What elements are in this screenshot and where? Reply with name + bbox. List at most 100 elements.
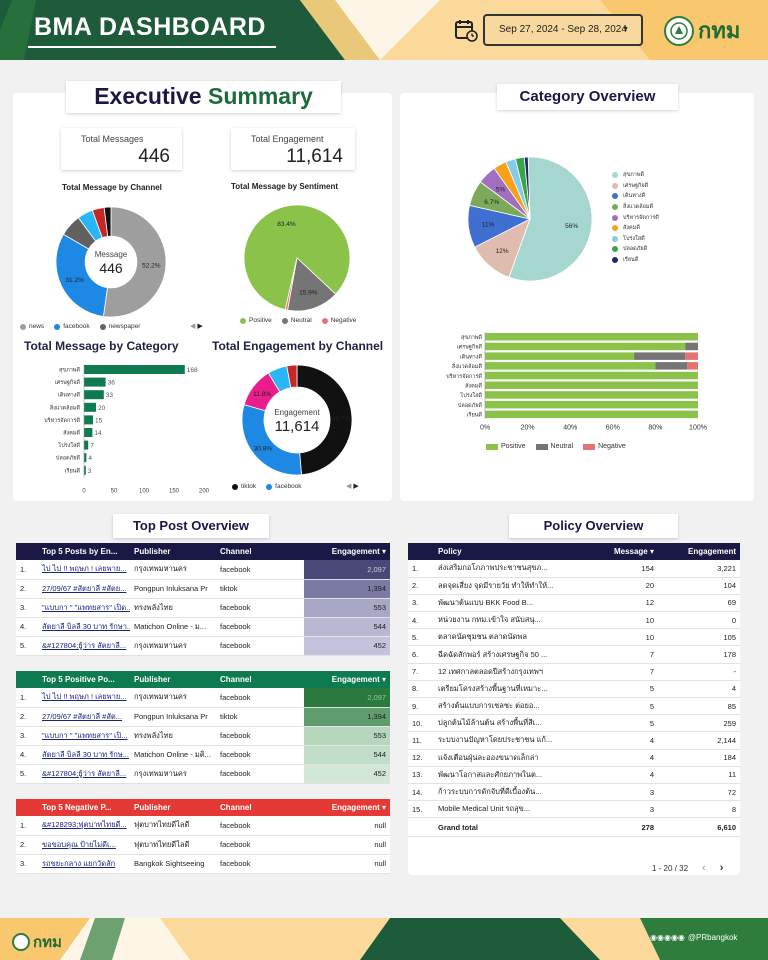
legend-item: Neutral bbox=[281, 317, 312, 324]
policy-name: พัฒนาต้นแบบ BKK Food B... bbox=[434, 594, 584, 613]
row-index: 8. bbox=[408, 680, 434, 699]
table-row[interactable]: 1. ไป ไป !! พฤษภ ! เลยพาย... กรุงเทพมหานคร… bbox=[16, 560, 390, 580]
table-top-posts: Top 5 Posts by En... Publisher Channel E… bbox=[16, 543, 390, 656]
header-publisher[interactable]: Publisher bbox=[134, 675, 171, 684]
header-engagement[interactable]: Engagement ▾ bbox=[331, 803, 386, 812]
table-row[interactable]: 3. รถขยะกลาง แยกวัดลัก Bangkok Sightseeing… bbox=[16, 854, 390, 874]
center-label: Message bbox=[95, 250, 128, 259]
legend-item: Neutral bbox=[535, 443, 573, 450]
header-engagement[interactable]: Engagement bbox=[687, 547, 736, 556]
stacked-segment-Positive bbox=[485, 400, 698, 409]
calendar-icon[interactable] bbox=[454, 18, 478, 42]
header-post[interactable]: Top 5 Positive Po... bbox=[42, 675, 115, 684]
social-icons[interactable]: ◉◉◉◉◉ bbox=[650, 933, 685, 942]
engagement-cell: 2,097 bbox=[304, 560, 390, 580]
header-post[interactable]: Top 5 Negative P... bbox=[42, 803, 112, 812]
header-engagement[interactable]: Engagement ▾ bbox=[331, 675, 386, 684]
post-link[interactable]: &#127804;ยู้ว่าร สัตยาลี... bbox=[38, 636, 130, 656]
header-publisher[interactable]: Publisher bbox=[134, 803, 171, 812]
post-link[interactable]: รถขยะกลาง แยกวัดลัก bbox=[38, 854, 130, 874]
table-row[interactable]: 5. ตลาดนัดชุมชน ตลาดนัดพล 10 105 bbox=[408, 628, 740, 647]
post-link[interactable]: 27/09/67 #สัตยาลี #สัต... bbox=[38, 707, 130, 727]
engagement-cell: 452 bbox=[304, 636, 390, 656]
header-index bbox=[16, 671, 38, 688]
table-row[interactable]: 15. Mobile Medical Unit รถสุข... 3 8 bbox=[408, 800, 740, 819]
policy-name: ตลาดนัดชุมชน ตลาดนัดพล bbox=[434, 628, 584, 647]
post-link[interactable]: สัตยาลี บิลลี 30 บาท รักษ... bbox=[38, 745, 130, 765]
x-tick-label: 200 bbox=[199, 488, 210, 494]
post-link[interactable]: "แบบกา " "แพทยสาร" เปิ... bbox=[38, 726, 130, 746]
legend-pager-icon[interactable]: ◀ ▶ bbox=[346, 483, 359, 490]
post-link[interactable]: สัตยาลี บิลลี 30 บาท รักษา... bbox=[38, 617, 130, 637]
table-row[interactable]: 2. 27/09/67 #สัตยาลี #สัต... Pongpun Inluk… bbox=[16, 707, 390, 727]
table-row[interactable]: 1. ไป ไป !! พฤษภ ! เลยพาย... กรุงเทพมหานคร… bbox=[16, 688, 390, 708]
table-row[interactable]: 2. 27/09/67 #สัตยาลี #สัตย... Pongpun Inlu… bbox=[16, 579, 390, 599]
header-channel[interactable]: Channel bbox=[220, 547, 252, 556]
table-row[interactable]: 6. ฉีดฉัดสักพอร์ สร้างเศรษฐกิจ 50 ... 7 178 bbox=[408, 645, 740, 664]
table-row[interactable]: 4. สัตยาลี บิลลี 30 บาท รักษา... Matichon … bbox=[16, 617, 390, 637]
table-row[interactable]: 5. &#127804;ยู้ว่าร สัตยาลี... กรุงเทพมหาน… bbox=[16, 636, 390, 656]
title-underline bbox=[28, 46, 276, 48]
legend-item: สิ่งแวดล้อมดี bbox=[612, 202, 659, 213]
header-post[interactable]: Top 5 Posts by En... bbox=[42, 547, 118, 556]
policy-name: แจ้งเตือนฝุ่นละอองขนาดเล็กล่า bbox=[434, 749, 584, 767]
row-index: 4. bbox=[16, 745, 38, 765]
post-link[interactable]: ไป ไป !! พฤษภ ! เลยพาย... bbox=[38, 560, 130, 580]
header-channel[interactable]: Channel bbox=[220, 803, 252, 812]
x-tick-label: 100 bbox=[139, 488, 150, 494]
table-row[interactable]: 5. &#127804;ยู้ว่าร สัตยาลี... กรุงเทพมหาน… bbox=[16, 764, 390, 784]
category-label: เรียนดี bbox=[65, 467, 81, 474]
legend-label: news bbox=[29, 323, 45, 330]
row-index: 1. bbox=[16, 688, 38, 708]
table-row[interactable]: 14. ก้าวระบบการดักจับที่ดีเบื้องต้น... 3 72 bbox=[408, 783, 740, 802]
table-row[interactable]: 10. ปลูกต้นไม้ล้านต้น สร้างพื้นที่สีเ... 5… bbox=[408, 714, 740, 733]
table-row[interactable]: 1. ส่งเสริมกอโภภาพประชาชนสุขภ... 154 3,221 bbox=[408, 560, 740, 578]
policy-name: ส่งเสริมกอโภภาพประชาชนสุขภ... bbox=[434, 560, 584, 578]
stacked-segment-Neutral bbox=[634, 352, 686, 360]
chevron-left-icon[interactable]: ‹ bbox=[702, 862, 706, 874]
post-link[interactable]: &#127804;ยู้ว่าร สัตยาลี... bbox=[38, 764, 130, 784]
row-index: 3. bbox=[16, 726, 38, 746]
engagement-cell: null bbox=[304, 835, 390, 855]
header-publisher[interactable]: Publisher bbox=[134, 547, 171, 556]
header-policy[interactable]: Policy bbox=[438, 547, 462, 556]
grand-total-engagement: 6,610 bbox=[658, 817, 740, 838]
stacked-segment-Negative bbox=[685, 352, 698, 360]
table-row[interactable]: 4. สัตยาลี บิลลี 30 บาท รักษ... Matichon O… bbox=[16, 745, 390, 765]
legend-swatch bbox=[281, 317, 288, 324]
header-engagement[interactable]: Engagement ▾ bbox=[331, 547, 386, 556]
table-row[interactable]: 1. &#128293;ฟุตบาทไทยดี... ฟุตบาทไทยดีไลดี… bbox=[16, 816, 390, 836]
post-link[interactable]: &#128293;ฟุตบาทไทยดี... bbox=[38, 816, 130, 836]
header-message[interactable]: Message ▾ bbox=[613, 547, 654, 556]
table-row[interactable]: 11. ระบบงานปัญหาโดยประชาชน แก้... 4 2,144 bbox=[408, 731, 740, 750]
legend-pager-icon[interactable]: ◀ ▶ bbox=[190, 323, 203, 330]
date-range-picker[interactable]: Sep 27, 2024 - Sep 28, 2024 ▼ bbox=[483, 14, 643, 46]
table-row[interactable]: 3. "แบบกา " "แพทยสาร" เปิ... ทรงพลังไทย fac… bbox=[16, 726, 390, 746]
bar-message-by-category: สุขภาพดี 168 เศรษฐกิจดี 36 เดินทางดี 33 สิ่งแว… bbox=[44, 364, 210, 494]
table-row[interactable]: 8. เตรียมโครงสร้างพื้นฐานที่เหมาะ... 5 4 bbox=[408, 680, 740, 699]
post-link[interactable]: 27/09/67 #สัตยาลี #สัตย... bbox=[38, 579, 130, 599]
post-link[interactable]: ขอขอบคุณ ป้ายไม่ดีเ... bbox=[38, 835, 130, 855]
table-row[interactable]: 7. 12 เทศกาลตลอดปีสร้างกรุงเทพฯ 7- bbox=[408, 663, 740, 681]
channel-cell: facebook bbox=[216, 726, 304, 746]
post-link[interactable]: "แบบกา " "แพทยสาร" เปิด... bbox=[38, 598, 130, 618]
table-row[interactable]: 3. พัฒนาต้นแบบ BKK Food B... 12 69 bbox=[408, 594, 740, 613]
table-row[interactable]: 4. หน่วยงาน กทม.เข้าใจ สนับสนุ... 10 0 bbox=[408, 611, 740, 630]
table-row[interactable]: 12. แจ้งเตือนฝุ่นละอองขนาดเล็กล่า 4 184 bbox=[408, 749, 740, 767]
table-row[interactable]: 2. ลดจุดเสี่ยง จุดมีรายวัย ทำให้ทำให้... 2… bbox=[408, 577, 740, 595]
chevron-right-icon[interactable]: › bbox=[719, 862, 724, 874]
publisher-cell: ทรงพลังไทย bbox=[130, 598, 216, 618]
table-row[interactable]: 13. พัฒนาโอกาสและศักยภาพในต... 4 11 bbox=[408, 766, 740, 784]
table-row[interactable]: 2. ขอขอบคุณ ป้ายไม่ดีเ... ฟุตบาทไทยดีไลดี f… bbox=[16, 835, 390, 855]
message-count: 4 bbox=[584, 731, 658, 750]
bar-value-label: 20 bbox=[98, 405, 106, 412]
header-channel[interactable]: Channel bbox=[220, 675, 252, 684]
row-index: 4. bbox=[408, 611, 434, 630]
table-row[interactable]: 3. "แบบกา " "แพทยสาร" เปิด... ทรงพลังไทย fa… bbox=[16, 598, 390, 618]
channel-cell: facebook bbox=[216, 617, 304, 637]
row-index: 5. bbox=[16, 764, 38, 784]
legend-label: สิ่งแวดล้อมดี bbox=[623, 204, 654, 211]
post-link[interactable]: ไป ไป !! พฤษภ ! เลยพาย... bbox=[38, 688, 130, 708]
legend-item: สุขภาพดี bbox=[612, 170, 659, 181]
table-row[interactable]: 9. สร้างต้นแบบการเชลชะ ต่อยอ... 5 85 bbox=[408, 697, 740, 716]
